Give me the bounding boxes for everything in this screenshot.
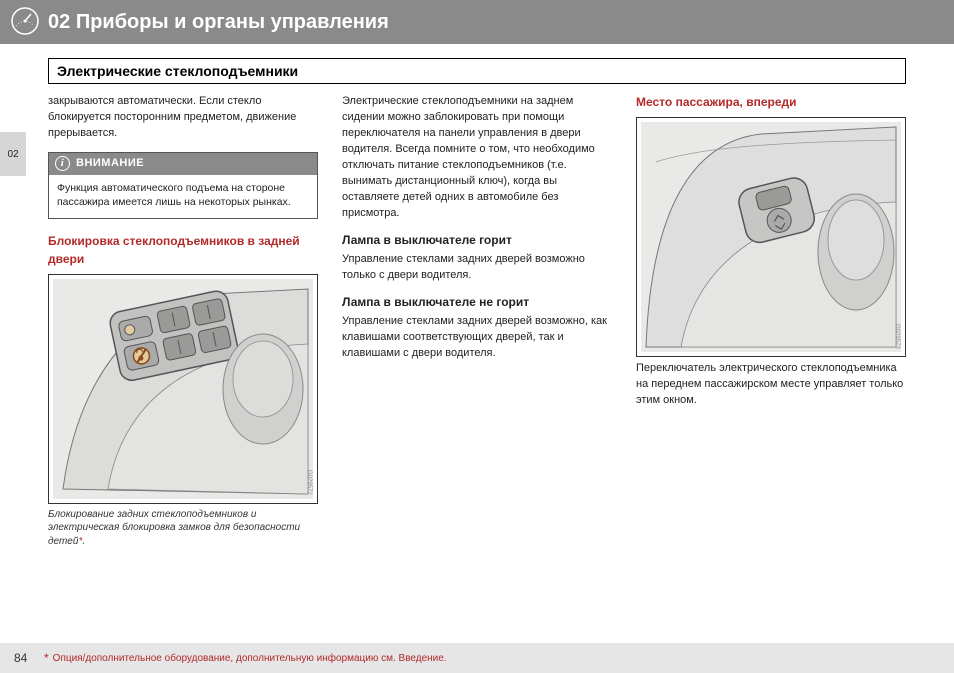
info-icon: i	[55, 156, 70, 171]
heading-lamp-on: Лампа в выключателе горит	[342, 232, 612, 249]
heading-lock-rear: Блокировка стеклоподъемников в задней дв…	[48, 233, 318, 268]
header-title: 02 Приборы и органы управления	[48, 11, 389, 34]
intro-text: закрываются автоматически. Если стекло б…	[48, 94, 318, 142]
col3-p1: Переключатель электрического стеклоподъе…	[636, 361, 906, 409]
section-title: Электрические стеклоподъемники	[57, 63, 897, 79]
footnote-text: Опция/дополнительное оборудование, допол…	[53, 653, 447, 664]
col2-p1: Электрические стеклоподъемники на заднем…	[342, 94, 612, 222]
heading-lamp-off: Лампа в выключателе не горит	[342, 294, 612, 311]
page-footer: 84 * Опция/дополнительное оборудование, …	[0, 643, 954, 673]
column-1: закрываются автоматически. Если стекло б…	[48, 94, 318, 548]
column-3: Место пассажира, впереди G0295	[636, 94, 906, 548]
side-tab: 02	[0, 132, 26, 176]
figure-caption: Блокирование задних стеклоподъемников и …	[48, 508, 318, 549]
heading-passenger-front: Место пассажира, впереди	[636, 94, 906, 111]
note-header: i ВНИМАНИЕ	[49, 153, 317, 175]
page-header: 02 Приборы и органы управления	[0, 0, 954, 44]
col2-p3: Управление стеклами задних дверей возмож…	[342, 314, 612, 362]
figure-passenger: G029573	[636, 117, 906, 357]
column-2: Электрические стеклоподъемники на заднем…	[342, 94, 612, 548]
footnote-star-icon: *	[44, 651, 49, 665]
note-label: ВНИМАНИЕ	[76, 156, 144, 172]
figure-rear-lock: G029572	[48, 274, 318, 504]
note-body: Функция автоматического подъема на сторо…	[49, 175, 317, 218]
section-title-box: Электрические стеклоподъемники	[48, 58, 906, 84]
page-number: 84	[14, 651, 44, 665]
attention-note: i ВНИМАНИЕ Функция автоматического подъе…	[48, 152, 318, 219]
content-columns: закрываются автоматически. Если стекло б…	[0, 94, 954, 548]
gauge-icon	[10, 6, 40, 41]
figure-code: G029572	[304, 470, 313, 495]
col2-p2: Управление стеклами задних дверей возмож…	[342, 252, 612, 284]
figure-code-2: G029573	[892, 324, 901, 349]
